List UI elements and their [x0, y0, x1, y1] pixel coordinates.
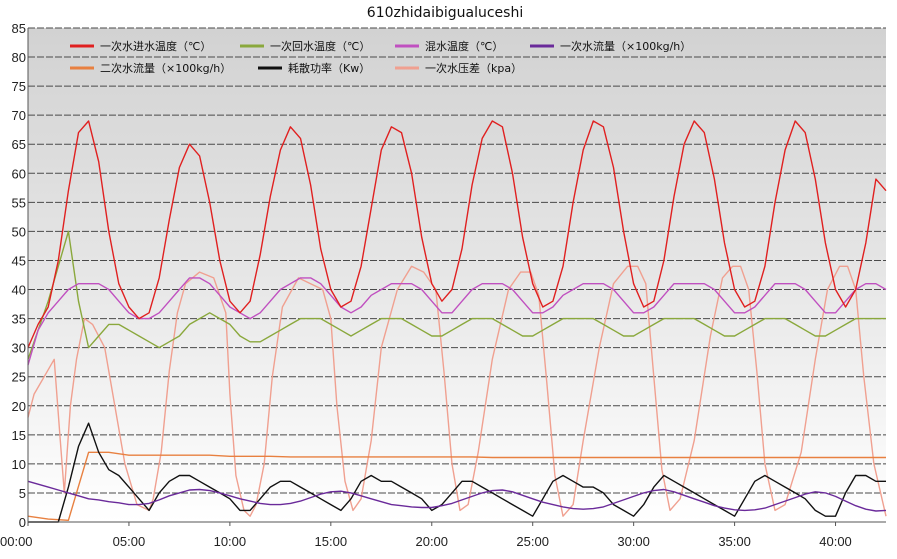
series-line-3 [27, 480, 887, 512]
x-tick-label: 35:00 [718, 534, 751, 549]
legend-label: 混水温度（℃） [425, 39, 503, 53]
legend-label: 耗散功率（Kw） [288, 61, 370, 75]
y-tick-label: 30 [12, 341, 26, 356]
x-tick-label: 25:00 [516, 534, 549, 549]
y-tick-label: 45 [12, 253, 26, 268]
y-tick-label: 80 [12, 50, 26, 65]
y-tick-label: 0 [19, 515, 26, 530]
series-line-0 [27, 120, 887, 348]
legend-label: 一次水压差（kpa） [425, 61, 522, 75]
y-tick-label: 10 [12, 457, 26, 472]
y-tick-label: 15 [12, 428, 26, 443]
legend-label: 二次水流量（×100kg/h） [100, 61, 231, 75]
y-tick-label: 70 [12, 108, 26, 123]
series-line-4 [27, 451, 886, 521]
chart-title: 610zhidaibigualuceshi [367, 5, 523, 21]
gridlines [28, 27, 886, 494]
y-tick-label: 20 [12, 399, 26, 414]
x-tick-label: 20:00 [415, 534, 448, 549]
x-tick-label: 05:00 [113, 534, 146, 549]
y-tick-label: 40 [12, 283, 26, 298]
series-line-1 [27, 230, 886, 360]
x-tick-label: 00:00 [0, 534, 33, 549]
legend: 一次水进水温度（℃） 一次回水温度（℃） 混水温度（℃） 一次水流量（×100kg/h… [70, 39, 691, 75]
x-tick-label: 15:00 [315, 534, 348, 549]
x-tick-label: 10:00 [214, 534, 247, 549]
y-tick-label: 25 [12, 370, 26, 385]
x-axis-ticks: 00:00 05:00 10:00 15:00 20:00 25:00 30:00 35:00… [0, 522, 852, 549]
legend-label: 一次回水温度（℃） [270, 39, 370, 53]
y-axis-ticks: 0 5 10 15 20 25 30 35 40 45 50 55 60 65 70 75 80 85 [12, 21, 26, 530]
legend-label: 一次水流量（×100kg/h） [560, 39, 691, 53]
y-tick-label: 35 [12, 312, 26, 327]
y-tick-label: 60 [12, 166, 26, 181]
x-tick-label: 40:00 [819, 534, 852, 549]
legend-label: 一次水进水温度（℃） [100, 39, 211, 53]
series-line-5 [28, 422, 886, 523]
x-tick-label: 30:00 [617, 534, 650, 549]
y-tick-label: 65 [12, 137, 26, 152]
series-line-2 [27, 277, 887, 366]
series-lines [27, 120, 887, 523]
y-tick-label: 5 [19, 486, 26, 501]
y-tick-label: 50 [12, 224, 26, 239]
series-line-6 [27, 265, 887, 517]
y-tick-label: 55 [12, 195, 26, 210]
y-tick-label: 75 [12, 79, 26, 94]
y-tick-label: 85 [12, 21, 26, 36]
plot-background [28, 28, 886, 522]
